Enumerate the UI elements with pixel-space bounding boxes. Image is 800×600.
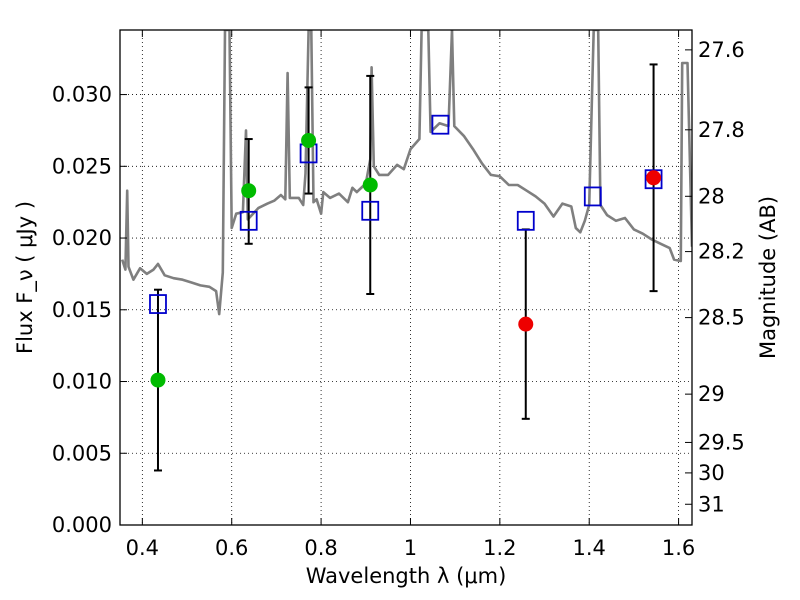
x-tick-label: 1.4 (573, 536, 606, 560)
y2-tick-label: 29.5 (698, 430, 745, 454)
plot-area (120, 30, 692, 472)
y2-tick-label: 28.2 (698, 240, 745, 264)
y2-tick-label: 31 (698, 492, 725, 516)
model-photometry-square (431, 114, 450, 135)
x-tick-label: 1.2 (483, 536, 516, 560)
observed-flux-point (518, 316, 534, 332)
x-tick-label: 1 (404, 536, 417, 560)
x-tick-label: 0.4 (126, 536, 159, 560)
model-photometry-square (239, 210, 258, 231)
model-photometry-square (516, 210, 535, 231)
y-tick-label: 0.015 (52, 298, 112, 322)
y2-axis-label: Magnitude (AB) (756, 196, 780, 359)
y-tick-label: 0.000 (52, 513, 112, 537)
axes-frame (119, 29, 693, 526)
observed-flux-point (241, 183, 257, 199)
x-tick-label: 0.6 (215, 536, 248, 560)
x-tick-label: 0.8 (304, 536, 337, 560)
y-axis-label: Flux F_ν ( μJy ) (13, 201, 38, 354)
observed-flux-point (150, 372, 166, 388)
observed-flux-point (646, 170, 662, 186)
model-photometry-square (583, 186, 602, 207)
observed-flux-point (362, 177, 378, 193)
model-photometry-square (149, 294, 167, 314)
x-tick-label: 1.6 (662, 536, 695, 560)
y2-tick-label: 28 (698, 184, 725, 208)
y-tick-label: 0.020 (52, 226, 112, 250)
y2-tick-label: 28.5 (698, 306, 745, 330)
y2-tick-label: 27.6 (698, 38, 745, 62)
x-axis-label: Wavelength λ (μm) (306, 564, 507, 588)
y-tick-label: 0.025 (52, 154, 112, 178)
y-tick-label: 0.010 (52, 370, 112, 394)
model-photometry-square (361, 200, 380, 221)
y2-tick-label: 27.8 (698, 118, 745, 142)
y2-tick-label: 29 (698, 382, 725, 406)
y2-tick-label: 30 (698, 461, 725, 485)
y-tick-label: 0.005 (52, 441, 112, 465)
tick-labels: 0.4 0.6 0.8 1 1.2 1.4 1.6 0.000 0.005 0.010 0.015 0… (52, 38, 745, 560)
observed-flux-point (301, 132, 317, 148)
y-tick-label: 0.030 (52, 83, 112, 107)
model-photometry-square (644, 169, 663, 190)
grid (120, 30, 692, 525)
